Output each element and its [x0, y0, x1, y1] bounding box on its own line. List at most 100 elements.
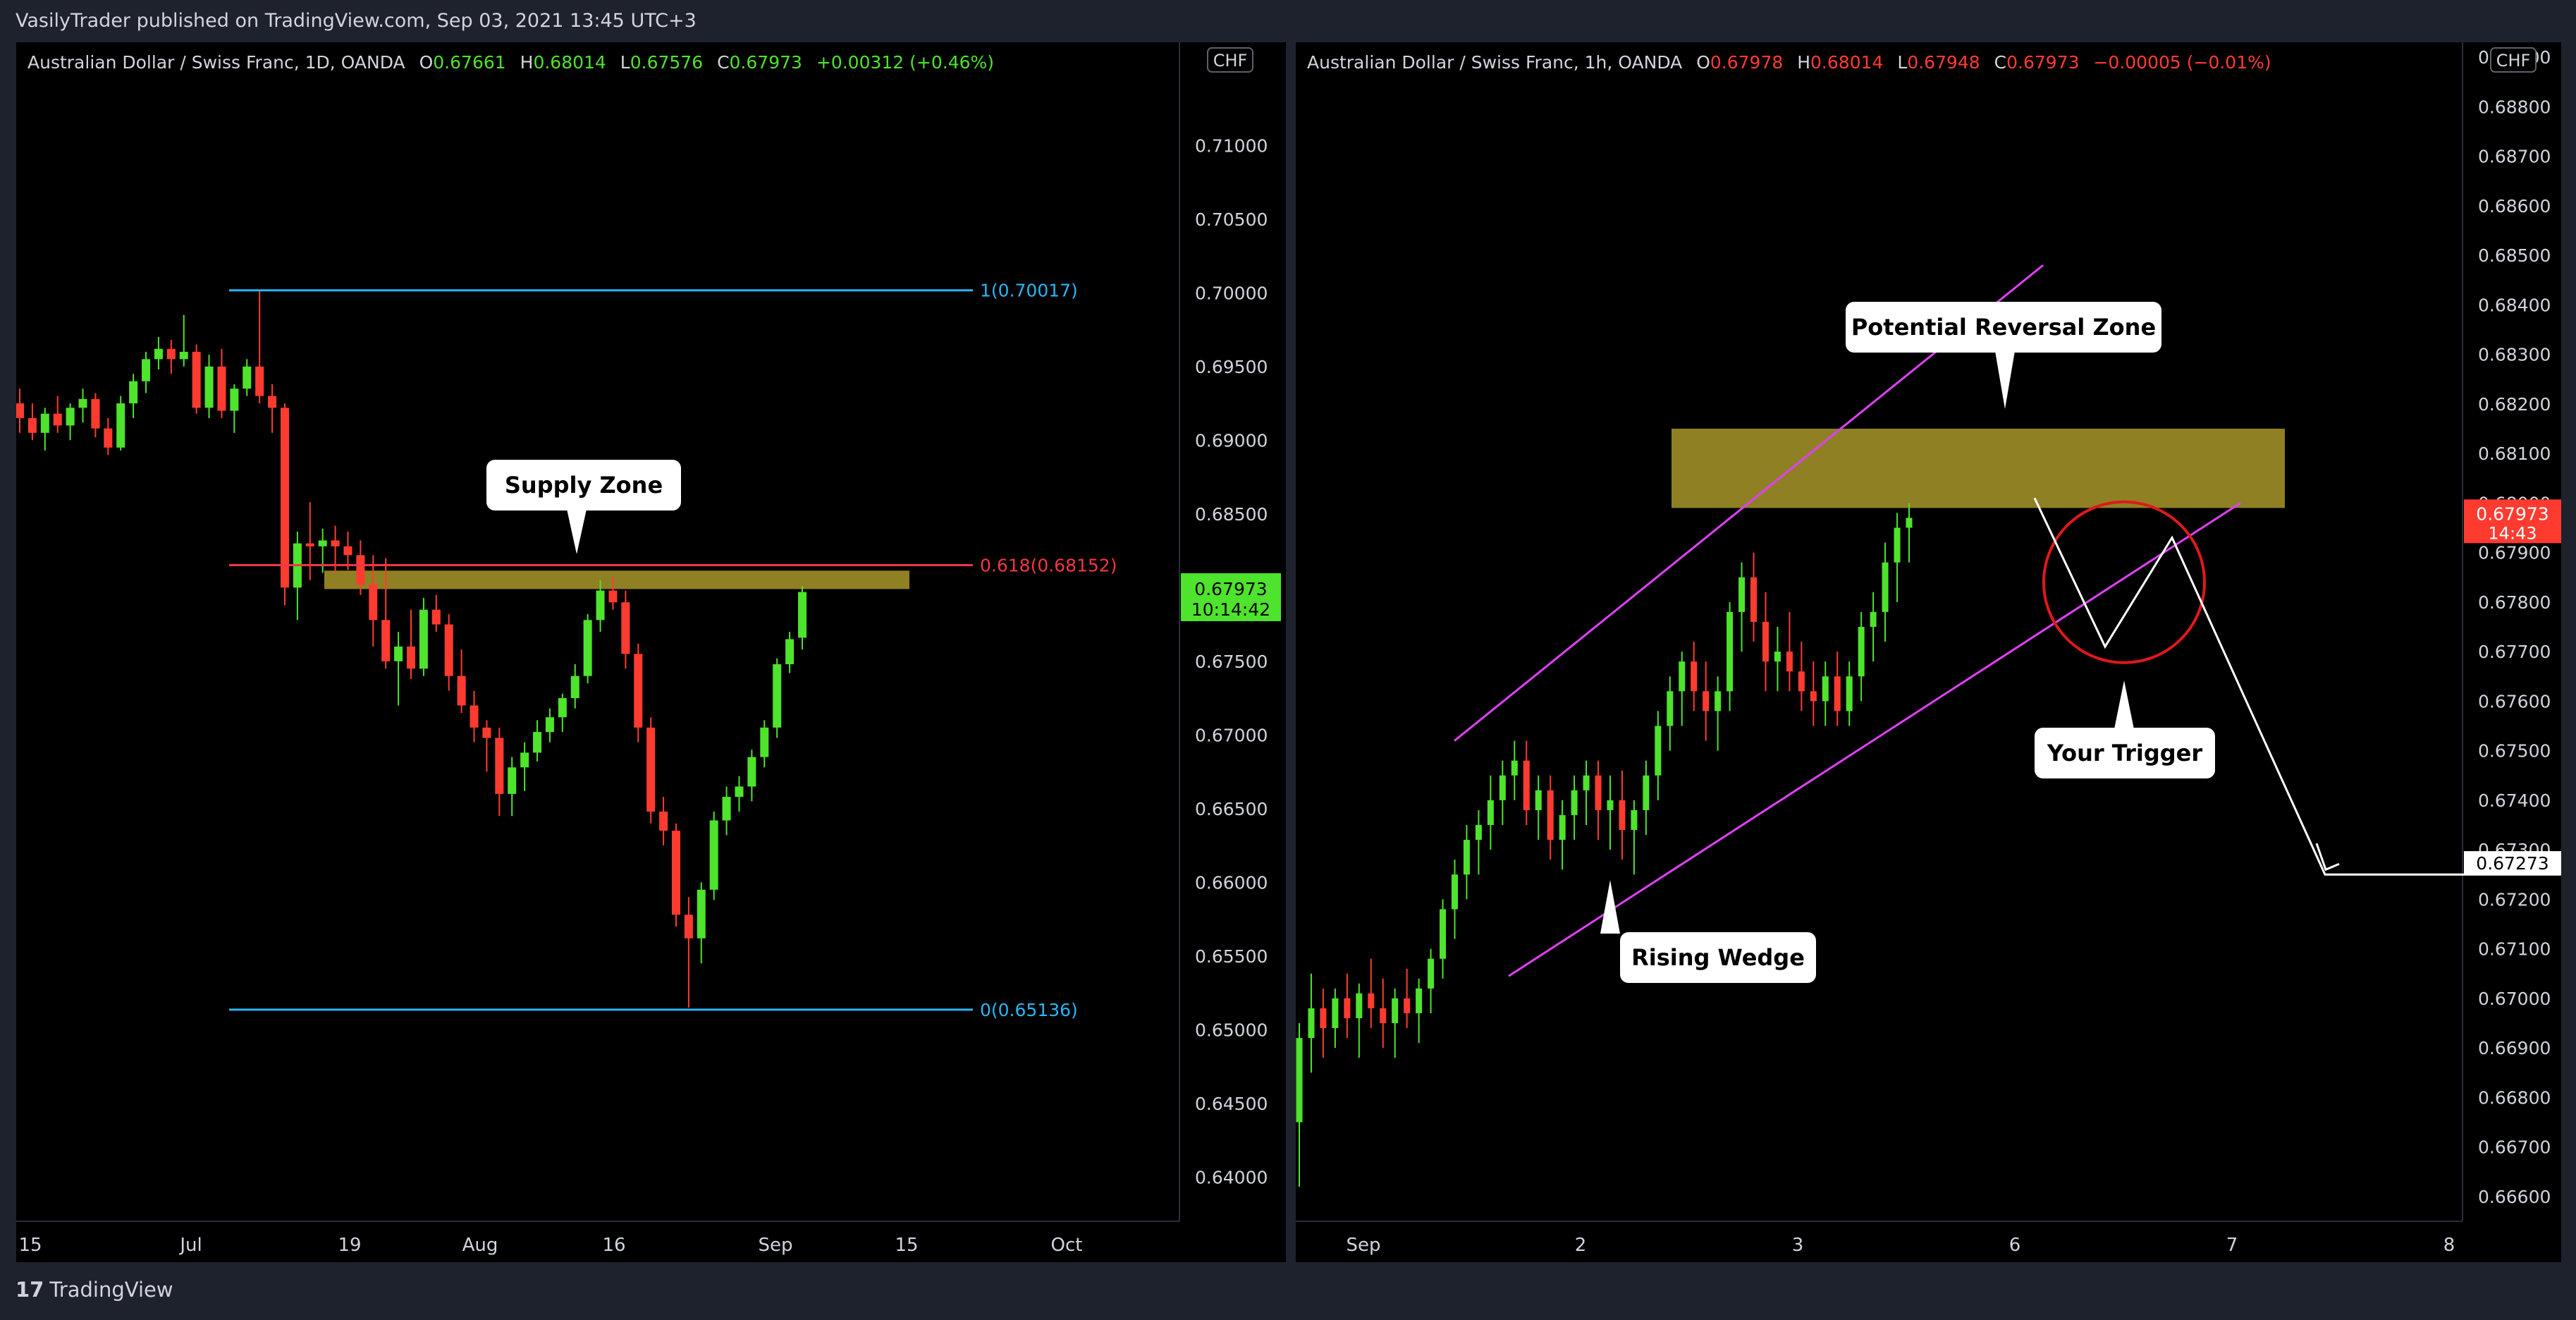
daily-y-tick-label: 0.67500 [1195, 652, 1268, 672]
daily-candle-body [545, 717, 554, 733]
daily-x-tick-label: Jul [178, 1235, 202, 1256]
hourly-candle-body [1332, 998, 1339, 1029]
daily-candle-body [508, 767, 517, 794]
daily-title: Australian Dollar / Swiss Franc, 1D, OAN… [27, 52, 405, 73]
projection-path [2033, 497, 2561, 876]
daily-candle-body [520, 752, 529, 768]
hourly-y-tick-label: 0.67800 [2478, 592, 2551, 613]
hourly-y-tick-label: 0.67100 [2478, 939, 2551, 960]
hourly-y-tick-label: 0.67200 [2478, 889, 2551, 910]
daily-candle-body [192, 351, 201, 408]
daily-candle-body [255, 366, 264, 396]
hourly-candle-body [1463, 840, 1470, 875]
hourly-low: 0.67948 [1907, 52, 1980, 73]
hourly-candle-body [1523, 760, 1530, 810]
daily-chart[interactable]: 0.71000 0.70500 0.70000 0.69500 0.69000 0.685… [16, 42, 1286, 1262]
daily-candle-body [558, 698, 567, 718]
daily-y-tick-label: 0.64500 [1195, 1094, 1268, 1114]
daily-candle-body [91, 398, 100, 429]
reversal-zone-callout-pointer [1995, 351, 2015, 409]
hourly-candle-body [1774, 652, 1781, 662]
hourly-candle-body [1750, 577, 1758, 622]
hourly-open: 0.67978 [1710, 52, 1784, 73]
hourly-candle-body [1392, 998, 1399, 1023]
daily-candle-body [747, 757, 756, 787]
daily-candle-body [280, 408, 289, 588]
hourly-candle-body [1726, 611, 1734, 692]
hourly-candle-body [1308, 1008, 1315, 1039]
hourly-chart[interactable]: 0.689000.688000.687000.686000.685000.684… [1296, 42, 2561, 1262]
hourly-candle-body [1535, 790, 1542, 810]
hourly-candle-body [1511, 760, 1518, 776]
daily-candle-body [709, 820, 718, 890]
trigger-callout-box [2035, 728, 2215, 778]
supply-zone-callout-pointer [567, 509, 587, 554]
hourly-change: −0.00005 (−0.01%) [2093, 52, 2271, 73]
daily-candle-body [621, 602, 630, 654]
tradingview-logo-icon: 17 [16, 1278, 44, 1302]
daily-x-tick-label: Sep [758, 1235, 792, 1256]
daily-last-price-tag [1181, 573, 1281, 621]
daily-candle-body [608, 590, 618, 603]
tradingview-logo[interactable]: 17 TradingView [16, 1278, 173, 1302]
publisher-text: VasilyTrader published on TradingView.co… [16, 10, 697, 32]
daily-candle-body [40, 413, 49, 433]
daily-y-tick-label: 0.69500 [1195, 357, 1268, 377]
hourly-candle-body [1798, 671, 1805, 692]
daily-change: +0.00312 (+0.46%) [816, 52, 995, 73]
hourly-chart-panel[interactable]: 0.689000.688000.687000.686000.685000.684… [1296, 42, 2561, 1262]
daily-candle-body [735, 786, 744, 798]
hourly-candle-body [1619, 800, 1626, 831]
hourly-close: 0.67973 [2006, 52, 2080, 73]
hourly-y-tick-label: 0.68800 [2478, 97, 2551, 117]
hourly-y-tick-label: 0.66600 [2478, 1187, 2551, 1207]
hourly-x-tick-label: Sep [1346, 1235, 1380, 1256]
reversal-zone-callout-text: Potential Reversal Zone [1851, 314, 2156, 341]
hourly-candle-body [1451, 874, 1458, 910]
hourly-x-tick-label: 3 [1792, 1235, 1804, 1256]
daily-x-tick-label: 15 [895, 1235, 918, 1256]
daily-candle-body [431, 609, 441, 625]
daily-candle-body [230, 389, 239, 411]
hourly-candle-body [1643, 775, 1650, 810]
hourly-x-tick-label: 7 [2226, 1235, 2238, 1256]
hourly-candle-body [1691, 661, 1698, 692]
hourly-candle-body [1715, 691, 1722, 711]
hourly-candle-body [1499, 775, 1506, 800]
daily-candle-body [798, 592, 806, 638]
daily-candle-body [697, 889, 706, 939]
daily-candle-body [16, 403, 24, 418]
hourly-candle-body [1428, 958, 1435, 989]
hourly-last-price-tag [2464, 499, 2561, 544]
daily-y-tick-label: 0.68500 [1195, 504, 1268, 525]
hourly-candle-body [1810, 691, 1817, 702]
daily-y-tick-label: 0.66500 [1195, 799, 1268, 819]
daily-candle-body [646, 727, 656, 812]
hourly-candle-body [1380, 1008, 1387, 1023]
daily-y-tick-label: 0.70500 [1195, 209, 1268, 230]
hourly-currency-label: CHF [2496, 51, 2531, 71]
target-price-value: 0.67273 [2476, 853, 2549, 874]
daily-candle-body [27, 417, 37, 433]
daily-chart-panel[interactable]: 0.71000 0.70500 0.70000 0.69500 0.69000 0.685… [16, 42, 1286, 1262]
daily-candle-body [533, 732, 542, 753]
trigger-callout: Your Trigger [2035, 680, 2215, 778]
daily-candle-body [166, 348, 176, 360]
daily-candle-body [659, 811, 668, 831]
daily-countdown: 10:14:42 [1191, 599, 1270, 620]
daily-candle-body [66, 408, 75, 426]
rising-wedge-callout: Rising Wedge [1600, 880, 1816, 983]
daily-y-tick-label: 0.65000 [1195, 1020, 1268, 1040]
hourly-candle-body [1475, 824, 1482, 841]
target-price-tag [2464, 851, 2561, 876]
rising-wedge-callout-box [1620, 932, 1816, 983]
daily-candle-body [343, 546, 352, 556]
hourly-candle-body [1870, 611, 1877, 627]
hourly-candle-body [1703, 691, 1710, 711]
daily-candle-body [394, 646, 403, 661]
hourly-candle-body [1440, 909, 1447, 959]
hourly-candle-body [1296, 1038, 1303, 1123]
hourly-candle-body [1320, 1008, 1327, 1029]
hourly-candle-body [1894, 527, 1901, 563]
hourly-candle-body [1882, 562, 1889, 612]
